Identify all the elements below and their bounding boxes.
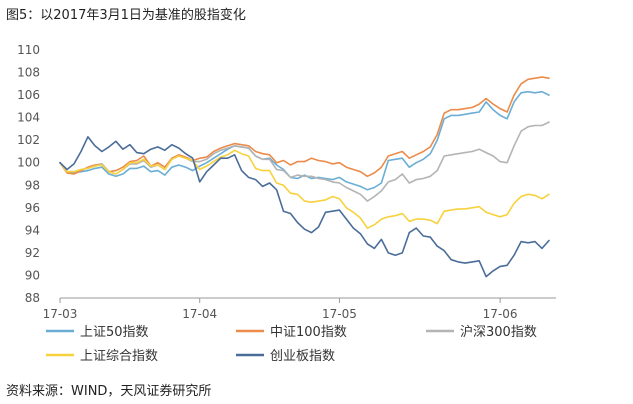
legend-label-4: 创业板指数 — [270, 349, 335, 364]
x-tick-label: 17-06 — [483, 307, 518, 321]
x-axis: 17-03 17-04 17-05 17-06 — [43, 297, 556, 321]
y-tick-label: 88 — [25, 291, 40, 305]
x-tick-label: 17-04 — [182, 307, 217, 321]
y-tick-label: 110 — [17, 43, 40, 57]
y-tick-label: 96 — [25, 201, 40, 215]
y-tick-label: 104 — [17, 111, 40, 125]
y-tick-label: 102 — [17, 133, 40, 147]
legend-label-3: 上证综合指数 — [80, 349, 158, 364]
y-tick-label: 108 — [17, 66, 40, 80]
series-line-0 — [59, 90, 550, 191]
y-tick-label: 94 — [25, 223, 40, 237]
legend-label-2: 沪深300指数 — [460, 324, 537, 340]
x-tick-label: 17-03 — [43, 307, 78, 321]
x-tick-label: 17-05 — [322, 307, 357, 321]
series-line-1 — [59, 76, 550, 178]
series-line-4 — [59, 136, 550, 278]
y-tick-label: 106 — [17, 88, 40, 102]
y-tick-label: 92 — [25, 246, 40, 260]
y-tick-label: 98 — [25, 178, 40, 192]
y-tick-label: 90 — [25, 268, 40, 282]
series-layer — [59, 76, 550, 278]
y-axis: 88 90 92 94 96 98 100 102 104 106 108 110 — [17, 43, 40, 305]
y-tick-label: 100 — [17, 156, 40, 170]
series-line-2 — [59, 121, 550, 202]
figure-title: 图5：以2017年3月1日为基准的股指变化 — [6, 8, 246, 23]
legend-label-0: 上证50指数 — [80, 325, 149, 340]
series-line-3 — [59, 149, 550, 229]
source-note: 资料来源：WIND，天风证券研究所 — [6, 384, 212, 399]
legend-label-1: 中证100指数 — [270, 325, 347, 340]
